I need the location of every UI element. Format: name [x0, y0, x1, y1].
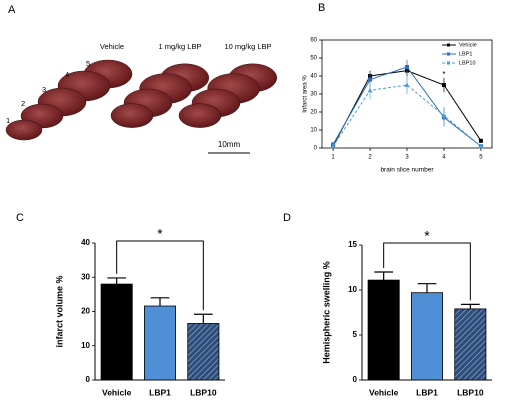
chart-panel: B 0 10 20 30 40 50 60 Infarct area % 1 2 3 4 5 brain s…	[303, 2, 493, 174]
data-point	[330, 143, 336, 149]
x-tick-label: 5	[479, 155, 483, 161]
x-tick-label: LBP10	[190, 387, 217, 397]
bar	[367, 279, 400, 381]
y-tick-label: 50	[310, 56, 317, 62]
bar	[410, 292, 443, 381]
x-tick-label: Vehicle	[369, 387, 399, 397]
x-tick-label: Vehicle	[102, 387, 132, 397]
panel-label: C	[16, 212, 24, 224]
bar	[143, 305, 176, 381]
chart-panel: C 0 10 20 30 40 infarct volume % Vehicle LBP1 LBP…	[16, 212, 225, 397]
x-tick-label: LBP10	[457, 387, 484, 397]
y-tick-label: 10	[81, 341, 90, 350]
scale-bar-label: 10mm	[218, 140, 241, 149]
y-tick-label: 0	[314, 146, 318, 152]
x-tick-label: 2	[368, 155, 372, 161]
y-tick-label: 5	[353, 330, 358, 339]
slice-number: 2	[21, 99, 25, 108]
y-axis-label: Infarct area %	[303, 75, 309, 113]
y-tick-label: 20	[310, 110, 317, 116]
group-label: Vehicle	[100, 42, 124, 51]
y-axis-label: infarct volume %	[54, 275, 64, 347]
data-point	[368, 77, 373, 82]
legend-label: LBP10	[459, 60, 476, 66]
data-point	[405, 65, 409, 69]
y-tick-label: 0	[86, 375, 91, 384]
y-tick-label: 30	[81, 272, 90, 281]
bar	[454, 308, 487, 381]
data-point	[404, 82, 410, 87]
data-point	[478, 138, 483, 143]
panel-a: A Vehicle 1 mg/kg LBP 10 mg/kg LBP 1 2 3 4 5 10m…	[5, 4, 278, 154]
slice-number: 3	[42, 85, 46, 94]
slice-number: 4	[65, 70, 69, 79]
data-point	[367, 87, 373, 93]
x-tick-label: LBP1	[149, 387, 171, 397]
y-axis-label: Hemispheric swelling %	[321, 261, 331, 364]
legend-label: Vehicle	[459, 42, 477, 48]
brain-slice	[178, 103, 222, 128]
brain-slice	[5, 119, 43, 141]
data-point	[478, 143, 484, 149]
annotation: *	[157, 226, 163, 242]
slice-number: 5	[86, 59, 90, 68]
series-line	[332, 84, 482, 147]
y-tick-label: 10	[310, 128, 317, 134]
annotation: *	[424, 228, 430, 244]
y-tick-label: 20	[81, 307, 90, 316]
x-tick-label: 3	[405, 155, 409, 161]
y-tick-label: 15	[348, 240, 357, 249]
significance-bracket	[116, 240, 204, 311]
y-tick-label: 30	[310, 92, 317, 98]
x-tick-label: 4	[442, 155, 446, 161]
bar	[187, 323, 220, 381]
chart-panel: D 0 5 10 15 Hemispheric swelling % Vehicle LBP1…	[283, 212, 492, 397]
significance-bracket	[383, 242, 471, 301]
group-label: 1 mg/kg LBP	[159, 42, 202, 51]
legend-label: LBP1	[459, 51, 472, 57]
panel-label: A	[8, 4, 16, 16]
legend-marker	[447, 43, 450, 47]
brain-slice	[110, 103, 154, 128]
data-point	[441, 83, 446, 87]
y-tick-label: 60	[310, 38, 317, 44]
panel-label: B	[318, 2, 325, 14]
y-tick-label: 10	[348, 285, 357, 294]
legend-marker	[447, 61, 450, 65]
x-tick-label: 1	[331, 155, 335, 161]
y-tick-label: 0	[353, 375, 358, 384]
panel-label: D	[283, 212, 291, 224]
legend-marker	[447, 52, 450, 56]
group-label: 10 mg/kg LBP	[224, 42, 271, 51]
slice-number: 1	[6, 116, 10, 125]
data-point	[441, 113, 447, 118]
y-tick-label: 40	[81, 238, 90, 247]
x-axis-label: brain slice number	[380, 167, 434, 174]
bar	[100, 283, 133, 381]
y-tick-label: 40	[310, 74, 317, 80]
x-tick-label: LBP1	[416, 387, 438, 397]
annotation: *	[442, 70, 445, 79]
